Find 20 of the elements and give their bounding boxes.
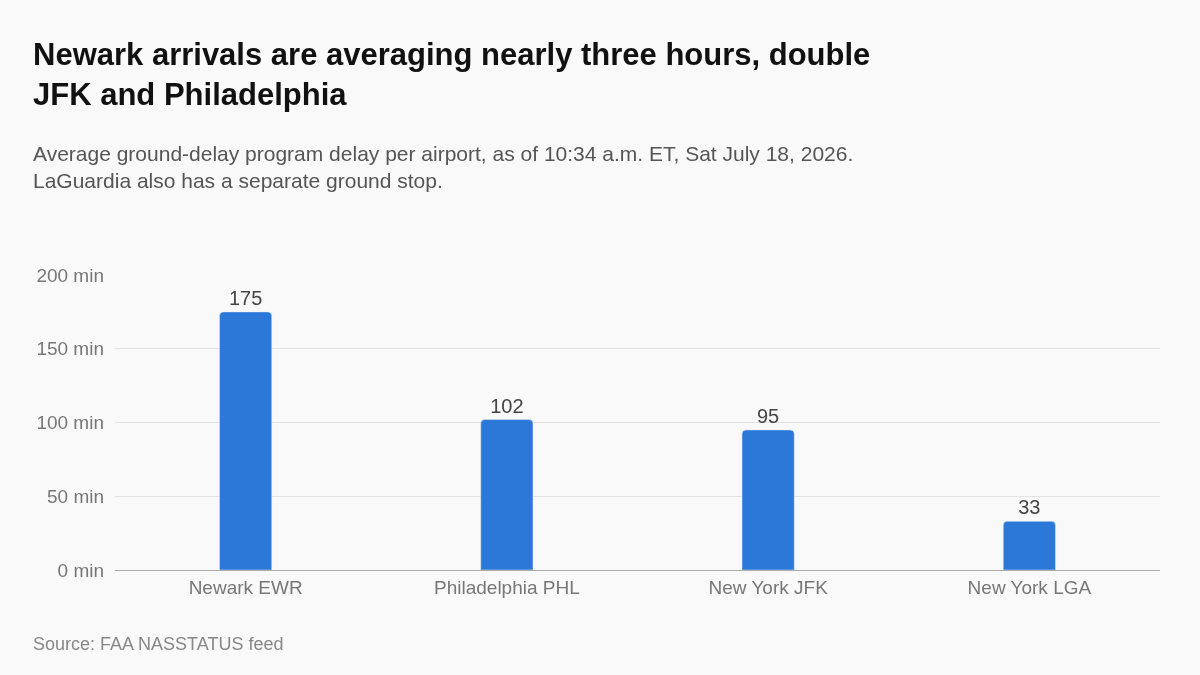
data-label: 95	[757, 404, 780, 427]
x-tick-label: New York JFK	[708, 576, 829, 598]
y-tick-label: 150 min	[36, 338, 104, 360]
data-label: 102	[490, 394, 524, 417]
bar	[480, 419, 534, 570]
data-label: 33	[1018, 496, 1041, 519]
bar	[741, 429, 795, 570]
y-tick-label: 200 min	[36, 264, 104, 286]
x-tick-label: New York LGA	[967, 576, 1092, 598]
x-tick-label: Newark EWR	[188, 576, 303, 598]
y-tick-label: 100 min	[36, 412, 104, 434]
y-tick-label: 0 min	[57, 559, 104, 581]
x-tick-label: Philadelphia PHL	[434, 576, 580, 598]
data-label: 175	[228, 286, 263, 309]
chart-title: Newark arrivals are averaging nearly three hours, double JFK and Philadelphia	[33, 37, 871, 113]
source-note: Source: FAA NASSTATUS feed	[33, 634, 284, 654]
chart-subtitle: Average ground-delay program delay per airport, as of 10:34 a.m. ET, Sat July 18, 2026. LaGuardia also has a separate ground stop.	[33, 142, 854, 193]
y-tick-label: 50 min	[46, 485, 104, 507]
bar	[219, 311, 272, 570]
bar	[1003, 521, 1056, 570]
